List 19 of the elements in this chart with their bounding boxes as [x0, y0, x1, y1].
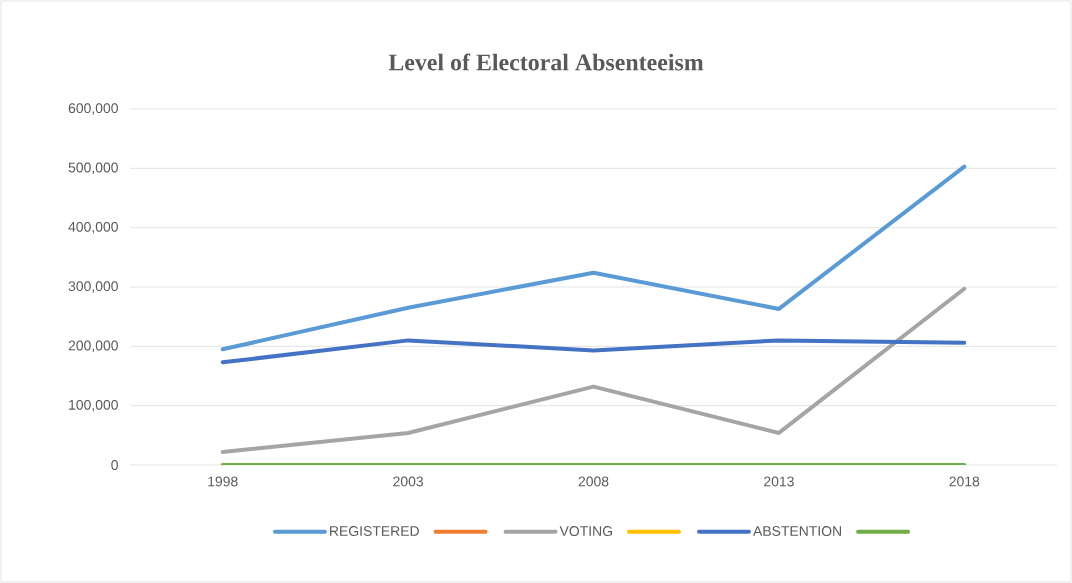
line-series	[220, 338, 967, 365]
line-series	[220, 286, 967, 454]
y-tick-label: 100,000	[69, 399, 118, 412]
legend-label: VOTING	[559, 526, 612, 537]
chart-title: Level of Electoral Absenteeism	[388, 53, 704, 71]
x-tick-label: 2013	[764, 476, 794, 487]
y-tick-label: 200,000	[68, 340, 118, 353]
x-tick-label: 2003	[393, 476, 423, 487]
y-tick-label: 600,000	[68, 103, 118, 115]
x-tick-label: 1998	[208, 476, 238, 487]
legend-label: REGISTERED	[330, 526, 419, 537]
y-tick-label: 500,000	[68, 162, 118, 175]
line-series	[220, 164, 967, 352]
y-tick-label: 400,000	[68, 221, 118, 234]
y-tick-label: 0	[111, 460, 118, 470]
x-tick-label: 2018	[949, 476, 980, 487]
legend-label: ABSTENTION	[753, 526, 841, 537]
x-tick-label: 2008	[578, 476, 609, 487]
y-tick-label: 300,000	[68, 281, 118, 293]
